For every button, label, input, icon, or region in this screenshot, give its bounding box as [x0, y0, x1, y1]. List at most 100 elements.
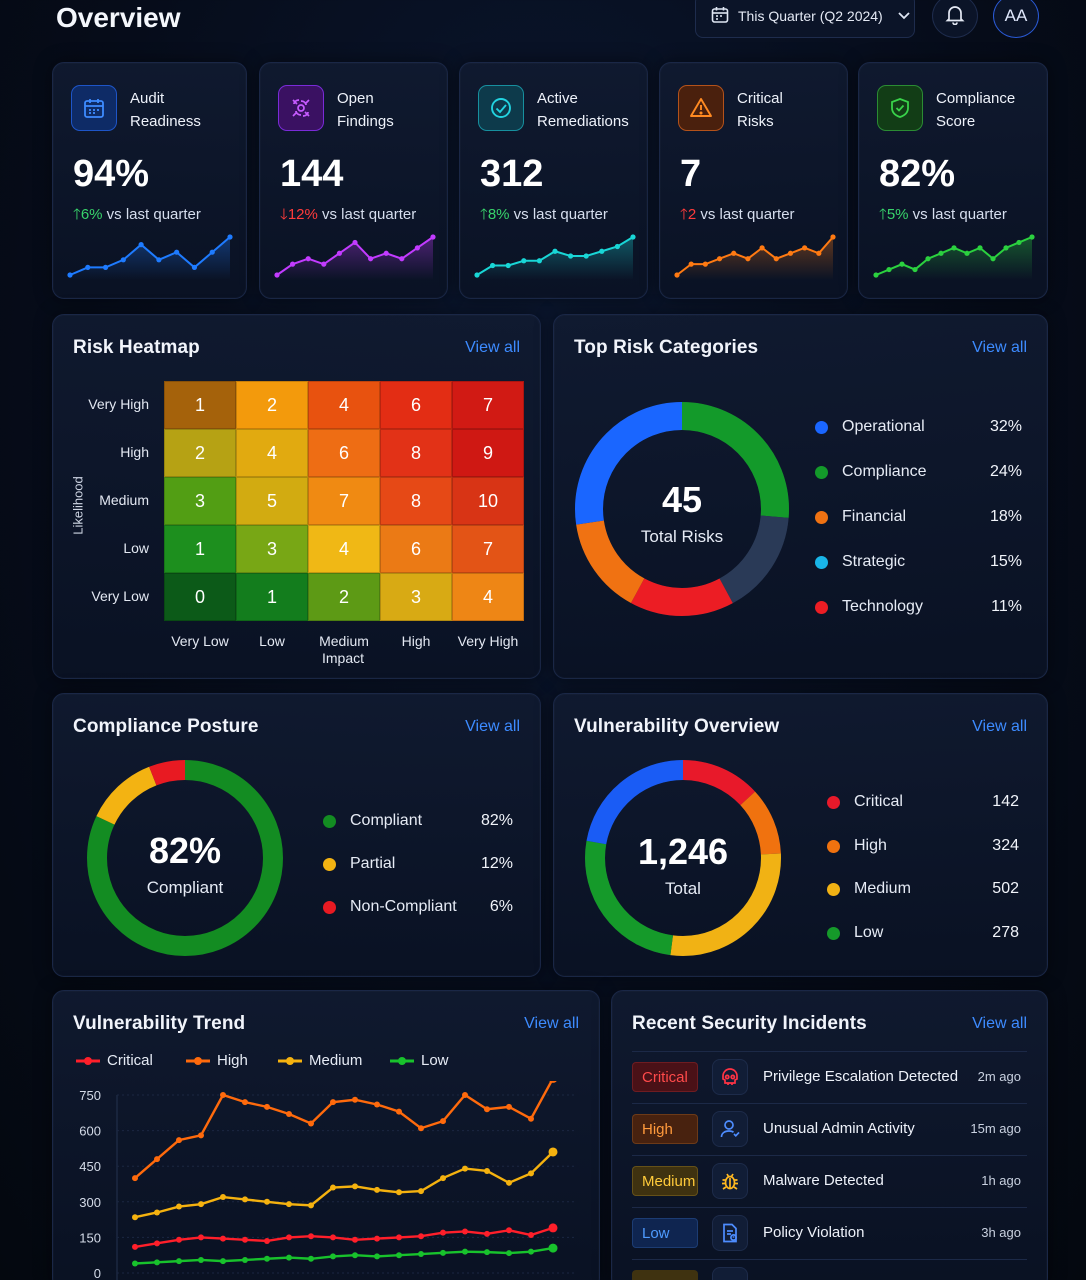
heatmap-cell[interactable]: 4 — [308, 525, 380, 573]
view-all-link[interactable]: View all — [972, 718, 1027, 735]
heatmap-cell[interactable]: 10 — [452, 477, 524, 525]
compliance-donut — [87, 760, 283, 956]
trend-point — [440, 1229, 446, 1236]
incident-time: 3h ago — [981, 1225, 1021, 1240]
trend-series-line — [134, 1246, 554, 1265]
trend-point — [154, 1209, 160, 1216]
heatmap-col-label: Low — [259, 633, 285, 649]
heatmap-cell[interactable]: 1 — [236, 573, 308, 621]
sparkline-point — [536, 258, 542, 264]
kpi-value: 7 — [680, 153, 702, 195]
heatmap-cell[interactable]: 7 — [308, 477, 380, 525]
heatmap-cell[interactable]: 6 — [308, 429, 380, 477]
trend-point — [548, 1223, 558, 1233]
trend-legend-item[interactable]: Critical — [75, 1052, 153, 1069]
heatmap-cell[interactable]: 6 — [380, 381, 452, 429]
heatmap-cell[interactable]: 8 — [380, 429, 452, 477]
legend-value: 11% — [991, 598, 1022, 615]
heatmap-cell[interactable]: 4 — [452, 573, 524, 621]
vulnerability-trend-panel: Vulnerability Trend View all Critical Hig… — [52, 990, 600, 1280]
view-all-link[interactable]: View all — [972, 1015, 1027, 1032]
heatmap-cell[interactable]: 4 — [236, 429, 308, 477]
heatmap-row-label: High — [120, 444, 149, 460]
incident-row[interactable]: Critical Privilege Escalation Detected 2m … — [632, 1051, 1027, 1103]
sparkline-point — [120, 257, 126, 263]
heatmap-cell[interactable]: 3 — [164, 477, 236, 525]
user-icon — [712, 1111, 748, 1147]
trend-legend-item[interactable]: High — [185, 1052, 248, 1069]
heatmap-cell[interactable]: 6 — [380, 525, 452, 573]
donut-segment — [575, 402, 789, 616]
arrow-up-icon: 🡑 — [480, 206, 488, 223]
trend-legend-item[interactable]: Low — [389, 1052, 449, 1069]
trend-point — [264, 1198, 270, 1205]
trend-legend-item[interactable]: Medium — [277, 1052, 362, 1069]
legend-value: 82% — [480, 812, 513, 829]
sparkline-point — [745, 256, 751, 262]
sparkline-point — [912, 266, 918, 273]
incident-row[interactable]: High Unusual Admin Activity 15m ago — [632, 1103, 1027, 1155]
sparkline-point — [899, 261, 905, 267]
sparkline-point — [67, 272, 73, 278]
sparkline-point — [191, 264, 198, 270]
kpi-value: 144 — [280, 153, 344, 195]
compliance-posture-panel: Compliance Posture View all 82% Complian… — [52, 693, 541, 977]
heatmap-cell[interactable]: 2 — [164, 429, 236, 477]
legend-value: 32% — [989, 418, 1022, 435]
trend-point — [286, 1254, 292, 1261]
heatmap-cell[interactable]: 4 — [308, 381, 380, 429]
trend-point — [440, 1118, 446, 1125]
incident-title: Policy Violation — [763, 1224, 865, 1241]
trend-point — [440, 1175, 446, 1182]
heatmap-cell[interactable]: 2 — [308, 573, 380, 621]
heatmap-cell[interactable]: 3 — [380, 573, 452, 621]
heatmap-cell[interactable]: 1 — [164, 381, 236, 429]
heatmap-cell[interactable]: 0 — [164, 573, 236, 621]
heatmap-cell[interactable]: 1 — [164, 525, 236, 573]
legend-item: Compliant 82% — [323, 811, 513, 833]
trend-point — [198, 1234, 204, 1241]
trend-point — [352, 1096, 358, 1103]
trend-point — [154, 1240, 160, 1247]
heatmap-cell[interactable]: 3 — [236, 525, 308, 573]
notifications-button[interactable] — [932, 0, 978, 38]
kpi-delta-suffix: vs last quarter — [106, 206, 201, 223]
skull-icon — [712, 1059, 748, 1095]
donut-segment — [87, 760, 283, 956]
incident-row[interactable] — [632, 1259, 1027, 1280]
heatmap-cell[interactable]: 7 — [452, 525, 524, 573]
sparkline-point — [873, 272, 879, 278]
heatmap-cell[interactable]: 5 — [236, 477, 308, 525]
legend-dot — [815, 511, 828, 524]
sparkline-point — [209, 249, 215, 255]
trend-point — [308, 1255, 314, 1262]
view-all-link[interactable]: View all — [465, 718, 520, 735]
view-all-link[interactable]: View all — [524, 1015, 579, 1032]
heatmap-cell[interactable]: 8 — [380, 477, 452, 525]
avatar[interactable]: AA — [993, 0, 1039, 38]
trend-point — [330, 1099, 336, 1106]
sparkline-point — [490, 262, 496, 269]
view-all-link[interactable]: View all — [465, 339, 520, 356]
heatmap-row-label: Medium — [99, 492, 149, 508]
trend-point — [549, 1081, 557, 1083]
sparkline-point — [430, 234, 436, 240]
sparkline-point — [990, 256, 996, 262]
heatmap-cell[interactable]: 9 — [452, 429, 524, 477]
trend-point — [308, 1120, 314, 1127]
legend-name: Strategic — [842, 553, 906, 570]
severity-badge: Medium — [632, 1166, 698, 1196]
period-select[interactable]: This Quarter (Q2 2024) — [695, 0, 915, 38]
incident-row[interactable]: Low Policy Violation 3h ago — [632, 1207, 1027, 1259]
heatmap-cell[interactable]: 2 — [236, 381, 308, 429]
trend-point — [286, 1110, 292, 1117]
legend-value: 324 — [992, 836, 1019, 854]
trend-point — [220, 1092, 226, 1098]
sparkline-point — [816, 250, 822, 256]
heatmap-cell[interactable]: 7 — [452, 381, 524, 429]
incident-row[interactable]: Medium Malware Detected 1h ago — [632, 1155, 1027, 1207]
severity-badge: Critical — [632, 1062, 698, 1092]
risk-heatmap-panel: Risk Heatmap View all Likelihood Very Hi… — [52, 314, 541, 679]
view-all-link[interactable]: View all — [972, 339, 1027, 356]
kpi-card-active-remediations: Active Remediations 312 🡑8% vs last quart… — [459, 62, 648, 299]
